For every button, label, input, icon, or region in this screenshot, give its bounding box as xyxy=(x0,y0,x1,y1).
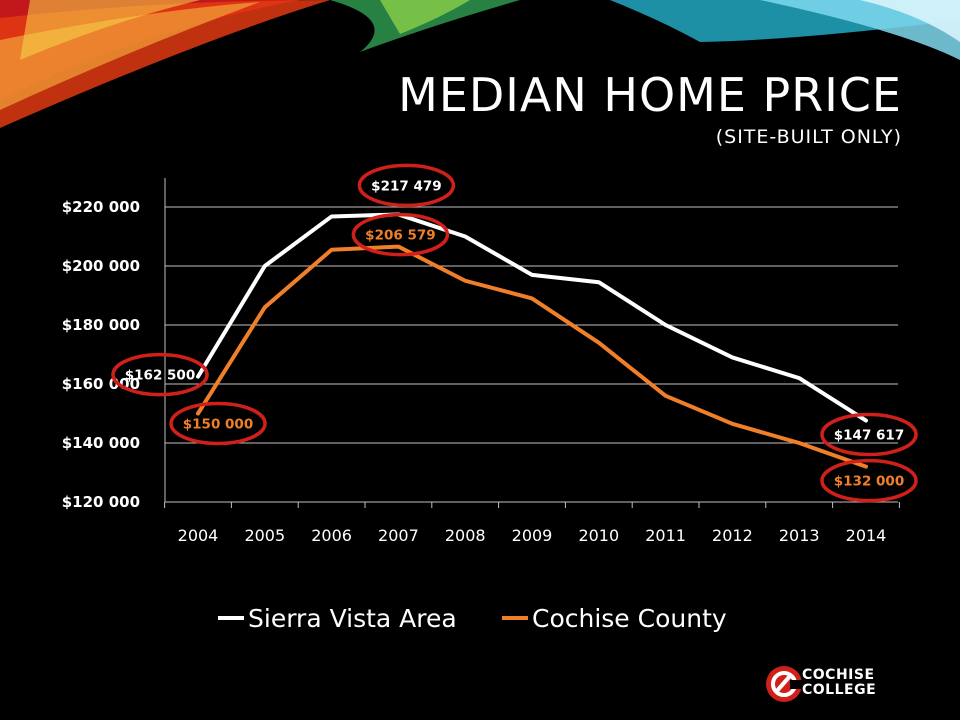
data-label: $162 500 xyxy=(125,368,195,384)
x-tick-label: 2011 xyxy=(645,526,686,545)
slide-title: MEDIAN HOME PRICE xyxy=(398,68,902,122)
series-lines xyxy=(196,212,868,469)
college-emblem-icon xyxy=(766,666,802,702)
y-tick-label: $220 000 xyxy=(62,198,140,216)
y-tick-label: $140 000 xyxy=(62,434,140,452)
data-label: $132 000 xyxy=(834,474,904,490)
y-tick-label: $180 000 xyxy=(62,316,140,334)
axes: $120 000 $140 000 $160 000 $180 000 $200 000… xyxy=(62,178,900,545)
y-tick-label: $120 000 xyxy=(62,493,140,511)
highlight-circle xyxy=(820,458,918,503)
series-line-cochise-county xyxy=(196,244,868,469)
legend: Sierra Vista Area Cochise County xyxy=(218,604,727,633)
x-tick-label: 2014 xyxy=(846,526,887,545)
x-tick-label: 2013 xyxy=(779,526,820,545)
x-tick-label: 2008 xyxy=(445,526,486,545)
x-tick-label: 2010 xyxy=(578,526,619,545)
data-label: $217 479 xyxy=(371,178,441,194)
annotations: $162 500 $150 000 $217 479 $206 579 $147 617… xyxy=(111,163,918,503)
logo-line-1: COCHISE xyxy=(802,667,875,683)
highlight-circle xyxy=(357,163,456,208)
x-tick-label: 2007 xyxy=(378,526,419,545)
x-tick-label: 2006 xyxy=(311,526,352,545)
legend-label: Sierra Vista Area xyxy=(248,604,457,633)
y-tick-label: $160 000 xyxy=(62,375,140,393)
data-label: $147 617 xyxy=(834,428,904,444)
series-line-sierra-vista xyxy=(196,212,868,423)
slide-subtitle: (SITE-BUILT ONLY) xyxy=(715,126,902,148)
x-tick-label: 2004 xyxy=(178,526,219,545)
x-tick-label: 2009 xyxy=(512,526,553,545)
highlight-circle xyxy=(351,212,450,257)
x-tick-label: 2012 xyxy=(712,526,753,545)
highlight-circle xyxy=(111,352,209,397)
x-tick-label: 2005 xyxy=(244,526,285,545)
data-label: $150 000 xyxy=(183,417,253,433)
y-tick-label: $200 000 xyxy=(62,257,140,275)
logo-line-2: COLLEGE xyxy=(802,682,877,698)
gridlines xyxy=(165,206,898,503)
data-label: $206 579 xyxy=(365,228,435,244)
highlight-circle xyxy=(169,401,267,446)
cochise-college-logo: COCHISE COLLEGE xyxy=(764,662,904,706)
legend-label: Cochise County xyxy=(532,604,727,633)
highlight-circle xyxy=(820,412,918,457)
